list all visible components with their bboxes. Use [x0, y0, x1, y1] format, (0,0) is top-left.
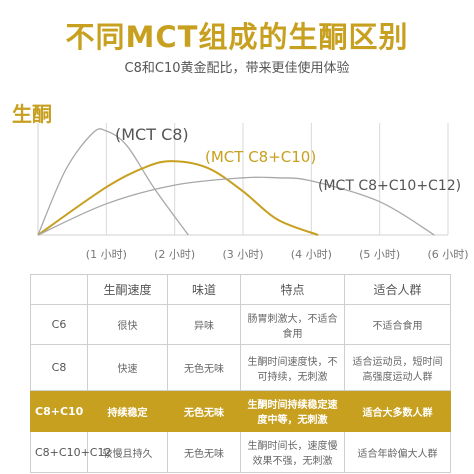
- table-cell: 持续稳定: [87, 390, 168, 432]
- table-cell: C6: [30, 304, 88, 345]
- chart-ylabel: 生酮: [12, 102, 52, 126]
- table-cell: 异味: [167, 304, 241, 345]
- series-line-1: [37, 128, 189, 236]
- table-cell: 适合年龄偏大人群: [344, 431, 451, 473]
- table-cell: 无色无味: [167, 390, 241, 432]
- page-subtitle: C8和C10黄金配比，带来更佳使用体验: [124, 61, 350, 76]
- series-label-2: (MCT C8+C10): [205, 148, 316, 166]
- table-row: C6 很快 异味 肠胃刺激大，不适合食用 不适合食用: [30, 304, 451, 345]
- table-header-row: 生酮速度 味道 特点 适合人群: [30, 274, 451, 305]
- table-cell: C8+C10: [30, 390, 88, 432]
- table-cell: 无色无味: [167, 431, 241, 473]
- x-tick-label: (1 小时): [86, 248, 127, 261]
- table-cell: 较慢且持久: [87, 431, 168, 473]
- series-line-3: [37, 176, 435, 236]
- series-label-3: (MCT C8+C10+C12): [318, 178, 461, 194]
- table-cell: 不适合食用: [344, 304, 451, 345]
- table-header-cell: 生酮速度: [87, 274, 168, 305]
- table-cell: 无色无味: [167, 344, 241, 391]
- x-tick-label: (2 小时): [154, 248, 195, 261]
- table-header-cell: 特点: [240, 274, 345, 305]
- comparison-table: 生酮速度 味道 特点 适合人群 C6 很快 异味 肠胃刺激大，不适合食用 不适合…: [30, 274, 451, 473]
- series-line-2: [37, 160, 319, 236]
- table-header-cell: 味道: [167, 274, 241, 305]
- x-tick-label: (5 小时): [359, 248, 400, 261]
- table-row: C8 快速 无色无味 生酮时间速度快，不可持续，无刺激 适合运动员，短时间高强度…: [30, 344, 451, 391]
- page-title: 不同MCT组成的生酮区别: [65, 20, 409, 54]
- table-cell: 生酮时间速度快，不可持续，无刺激: [240, 344, 345, 391]
- table-cell: 生酮时间持续稳定速度中等，无刺激: [240, 390, 345, 432]
- table-cell: C8: [30, 344, 88, 391]
- table-cell: 生酮时间长，速度慢效果不强，无刺激: [240, 431, 345, 473]
- x-tick-label: (6 小时): [427, 248, 468, 261]
- table-cell: 适合大多数人群: [344, 390, 451, 432]
- table-header-cell: 适合人群: [344, 274, 451, 305]
- table-cell: 很快: [87, 304, 168, 345]
- table-cell: 快速: [87, 344, 168, 391]
- x-tick-label: (4 小时): [291, 248, 332, 261]
- table-row: C8+C10+C12 较慢且持久 无色无味 生酮时间长，速度慢效果不强，无刺激 …: [30, 431, 451, 473]
- table-row-highlighted: C8+C10 持续稳定 无色无味 生酮时间持续稳定速度中等，无刺激 适合大多数人…: [30, 390, 451, 432]
- table-cell: 肠胃刺激大，不适合食用: [240, 304, 345, 345]
- ketone-chart: (1 小时) (2 小时) (3 小时) (4 小时) (5 小时) (6 小时) (MCT…: [37, 123, 469, 261]
- table-cell: C8+C10+C12: [30, 431, 111, 473]
- table-cell: 适合运动员，短时间高强度运动人群: [344, 344, 451, 391]
- x-tick-label: (3 小时): [222, 248, 263, 261]
- table-header-cell: [30, 274, 88, 305]
- series-label-1: (MCT C8): [115, 125, 189, 144]
